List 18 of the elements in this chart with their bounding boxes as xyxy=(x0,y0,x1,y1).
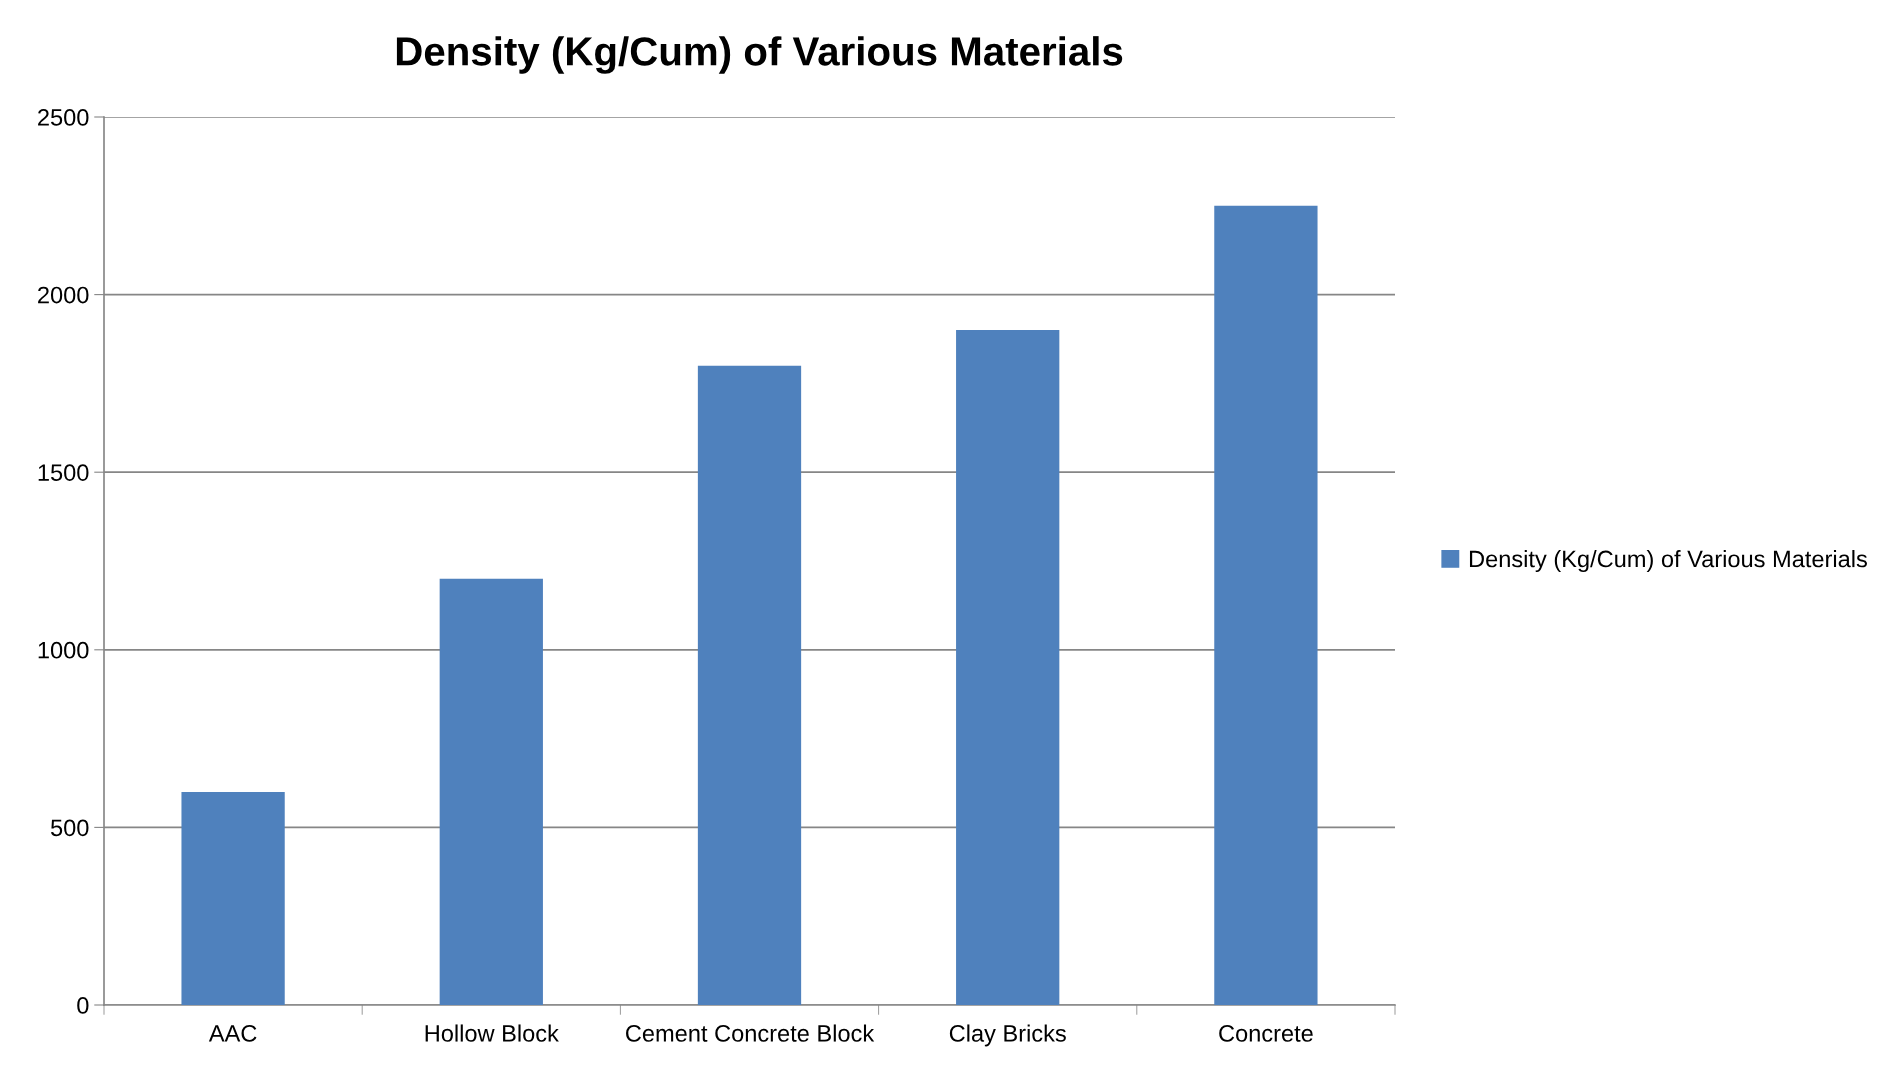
y-tick-label: 2000 xyxy=(38,286,89,304)
chart-title: Density (Kg/Cum) of Various Materials xyxy=(396,36,1123,74)
bar xyxy=(956,330,1060,1005)
x-tick-label: Clay Bricks xyxy=(949,1024,1066,1047)
bar xyxy=(697,365,802,1005)
bar xyxy=(439,578,543,1005)
y-tick-label: 500 xyxy=(50,819,89,837)
x-tick-label: Hollow Block xyxy=(425,1024,559,1042)
y-tick-label: 1000 xyxy=(38,641,89,659)
x-tick-label: AAC xyxy=(208,1025,257,1042)
x-tick-label: Cement Concrete Block xyxy=(626,1024,875,1042)
x-tick-label: Concrete xyxy=(1219,1025,1313,1042)
legend-label: Density (Kg/Cum) of Various Materials xyxy=(1469,549,1867,573)
bar xyxy=(1214,205,1318,1005)
y-tick-label: 2500 xyxy=(38,109,89,126)
y-tick-label: 1500 xyxy=(38,464,89,481)
bar xyxy=(181,791,285,1005)
y-tick-label: 0 xyxy=(77,997,89,1014)
